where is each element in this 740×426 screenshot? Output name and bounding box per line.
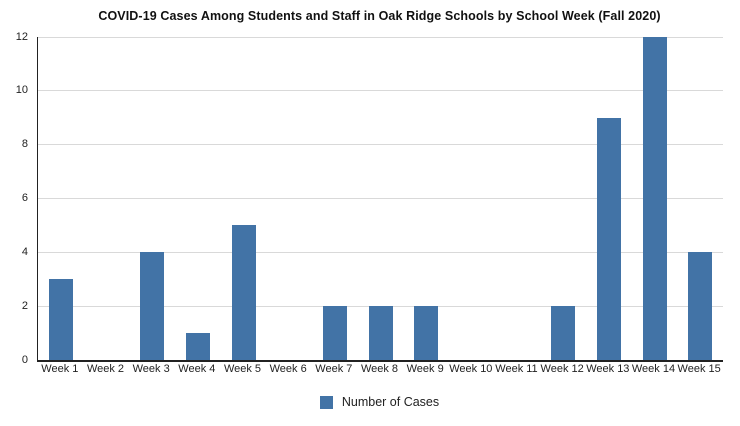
gridline-8: [38, 144, 723, 146]
bar-week-13: [596, 117, 621, 360]
x-tick-label-15: Week 15: [677, 363, 721, 375]
gridline-4: [38, 251, 723, 253]
x-tick-label-12: Week 12: [540, 363, 584, 375]
y-axis-labels: 0 2 4 6 8 10 12: [0, 31, 28, 366]
legend: Number of Cases: [37, 392, 722, 412]
chart-title: COVID-19 Cases Among Students and Staff …: [98, 9, 661, 23]
bar-week-15: [688, 252, 713, 360]
legend-label: Number of Cases: [341, 395, 440, 409]
bar-week-14: [642, 37, 667, 360]
bar-week-3: [140, 252, 165, 360]
y-tick-label-0: 0: [21, 353, 28, 366]
x-tick-label-3: Week 3: [132, 363, 170, 375]
x-tick-label-7: Week 7: [315, 363, 353, 375]
x-tick-label-4: Week 4: [178, 363, 216, 375]
bar-week-7: [322, 306, 347, 360]
x-axis-labels: Week 1 Week 2 Week 3 Week 4 Week 5 Week 6 Week…: [37, 363, 722, 379]
y-tick-label-8: 8: [21, 138, 28, 151]
y-tick-label-12: 12: [15, 30, 28, 43]
bar-week-4: [185, 333, 210, 360]
x-tick-label-11: Week 11: [495, 363, 538, 375]
bar-week-1: [48, 279, 73, 360]
bar-week-9: [414, 306, 439, 360]
gridline-12: [38, 36, 723, 38]
plot-area: [37, 36, 723, 362]
x-tick-label-13: Week 13: [586, 363, 630, 375]
x-tick-label-14: Week 14: [631, 363, 676, 375]
x-tick-label-10: Week 10: [449, 363, 493, 375]
x-tick-label-9: Week 9: [406, 363, 444, 375]
x-tick-label-1: Week 1: [41, 363, 79, 375]
y-tick-label-6: 6: [21, 192, 28, 204]
x-tick-label-2: Week 2: [86, 363, 125, 375]
bar-week-8: [368, 306, 393, 360]
x-tick-label-6: Week 6: [269, 363, 307, 375]
y-tick-label-2: 2: [21, 299, 28, 312]
gridline-10: [38, 90, 723, 92]
legend-swatch-icon: [319, 395, 333, 409]
x-tick-label-8: Week 8: [360, 363, 399, 375]
x-tick-label-5: Week 5: [223, 363, 262, 375]
y-tick-label-10: 10: [15, 84, 28, 97]
bar-week-5: [231, 225, 256, 360]
gridline-6: [38, 198, 723, 199]
bar-week-12: [551, 306, 576, 360]
y-tick-label-4: 4: [21, 245, 28, 258]
